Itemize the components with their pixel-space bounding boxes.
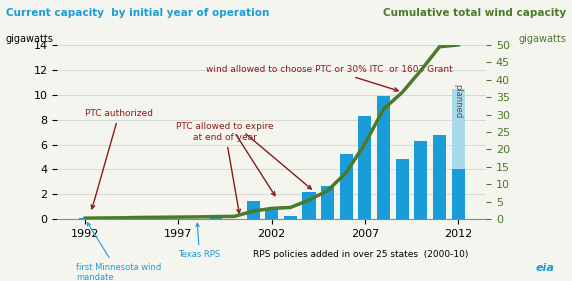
Bar [452, 169, 464, 219]
Bar [265, 209, 278, 219]
Bar [396, 159, 409, 219]
Bar [284, 216, 297, 219]
Bar [433, 135, 446, 219]
Bar [134, 218, 148, 219]
Text: Cumulative total wind capacity: Cumulative total wind capacity [383, 8, 566, 19]
Text: eia: eia [536, 262, 555, 273]
Text: planned: planned [454, 84, 463, 118]
Bar [340, 155, 353, 219]
Text: PTC allowed to expire
at end of year: PTC allowed to expire at end of year [176, 122, 274, 213]
Text: RPS policies added in over 25 states  (2000-10): RPS policies added in over 25 states (20… [253, 250, 468, 259]
Bar [79, 218, 92, 219]
Bar [452, 89, 464, 169]
Text: PTC authorized: PTC authorized [85, 109, 153, 209]
Text: first Minnesota wind
mandate: first Minnesota wind mandate [76, 223, 161, 281]
Bar [359, 116, 371, 219]
Bar [377, 96, 390, 219]
Bar [303, 192, 316, 219]
Text: Texas RPS: Texas RPS [178, 223, 221, 259]
Bar [209, 218, 223, 219]
Text: gigawatts: gigawatts [518, 34, 566, 44]
Text: wind allowed to choose PTC or 30% ITC  or 1603 Grant: wind allowed to choose PTC or 30% ITC or… [206, 65, 453, 91]
Bar [321, 185, 334, 219]
Bar [247, 201, 260, 219]
Text: gigawatts: gigawatts [6, 34, 54, 44]
Text: Current capacity  by initial year of operation: Current capacity by initial year of oper… [6, 8, 269, 19]
Bar [414, 141, 427, 219]
